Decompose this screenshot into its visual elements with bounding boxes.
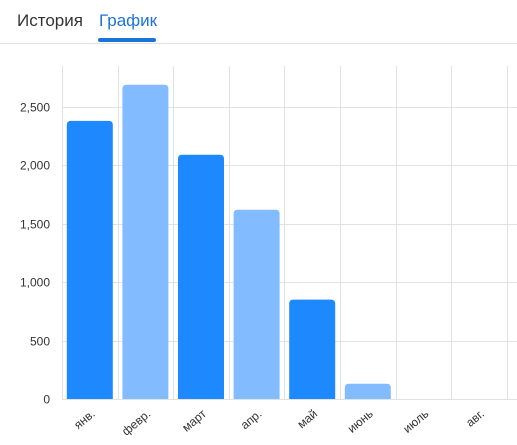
y-tick-label: 0 [43,393,50,407]
tab-history[interactable]: История [17,11,83,30]
x-tick-label: март [179,406,209,434]
tab-bar: История График [0,0,517,44]
tab-chart[interactable]: График [99,11,158,30]
x-tick-label: июнь [345,407,376,436]
bar-6[interactable] [344,383,391,399]
bar-1[interactable] [66,120,113,400]
active-tab-indicator [98,38,156,42]
x-tick-label: авг. [463,407,487,430]
y-tick-label: 1,500 [20,218,50,232]
x-tick-label: апр. [238,407,265,433]
bar-2[interactable] [122,84,169,399]
x-tick-label: февр. [119,407,153,439]
bar-3[interactable] [178,154,224,399]
x-tick-label: янв. [71,407,97,432]
x-tick-label: июль [400,407,431,436]
bars [66,84,391,400]
y-tick-label: 1,000 [20,276,50,290]
bar-5[interactable] [289,299,336,399]
y-tick-label: 2,000 [20,159,50,173]
bar-chart: 0 500 1,000 1,500 2,000 2,500 янв. февр. март ап… [20,66,517,438]
x-tick-label: май [295,407,321,432]
y-tick-label: 2,500 [20,101,50,115]
y-tick-labels: 0 500 1,000 1,500 2,000 2,500 [20,101,50,407]
x-tick-labels: янв. февр. март апр. май июнь июль авг. [71,406,487,438]
y-tick-label: 500 [30,335,50,349]
bar-4[interactable] [233,209,280,399]
